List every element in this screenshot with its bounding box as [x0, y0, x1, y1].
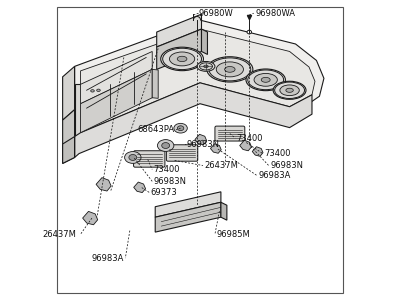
Polygon shape	[63, 66, 74, 120]
Ellipse shape	[170, 52, 195, 66]
Text: 96983A: 96983A	[258, 171, 291, 180]
Polygon shape	[202, 29, 208, 54]
Polygon shape	[80, 69, 152, 133]
Polygon shape	[83, 212, 98, 225]
Text: 73400: 73400	[154, 165, 180, 174]
Polygon shape	[240, 140, 252, 151]
Text: 96983N: 96983N	[186, 140, 220, 149]
Ellipse shape	[125, 152, 141, 164]
Ellipse shape	[177, 56, 187, 61]
Ellipse shape	[248, 70, 284, 90]
Ellipse shape	[174, 123, 187, 133]
Polygon shape	[134, 182, 146, 193]
Polygon shape	[96, 178, 111, 191]
Ellipse shape	[97, 89, 100, 92]
Polygon shape	[155, 192, 221, 217]
Ellipse shape	[197, 61, 215, 71]
Ellipse shape	[200, 63, 212, 70]
Text: 26437M: 26437M	[42, 230, 76, 239]
Text: 26437M: 26437M	[204, 161, 238, 170]
Text: 96983A: 96983A	[92, 254, 124, 262]
FancyBboxPatch shape	[134, 151, 165, 167]
Ellipse shape	[163, 48, 202, 70]
Polygon shape	[195, 134, 207, 145]
Polygon shape	[74, 84, 80, 136]
Ellipse shape	[158, 140, 174, 152]
Ellipse shape	[275, 82, 304, 98]
Polygon shape	[74, 83, 312, 158]
Polygon shape	[252, 147, 263, 156]
Text: 96983N: 96983N	[154, 177, 187, 186]
Polygon shape	[80, 52, 152, 104]
Polygon shape	[80, 29, 315, 133]
Polygon shape	[152, 69, 158, 98]
Text: 96985M: 96985M	[216, 230, 250, 239]
Ellipse shape	[247, 30, 252, 34]
FancyBboxPatch shape	[215, 126, 245, 141]
Ellipse shape	[161, 47, 204, 71]
Ellipse shape	[129, 154, 137, 160]
Text: 96983N: 96983N	[270, 161, 303, 170]
Polygon shape	[157, 14, 202, 47]
Ellipse shape	[204, 65, 208, 68]
Polygon shape	[157, 29, 202, 69]
Polygon shape	[221, 202, 227, 220]
Polygon shape	[155, 202, 221, 232]
Ellipse shape	[254, 74, 277, 86]
Text: 73400: 73400	[236, 134, 262, 143]
Ellipse shape	[225, 67, 235, 72]
Polygon shape	[74, 20, 324, 136]
FancyBboxPatch shape	[166, 145, 198, 161]
Ellipse shape	[286, 88, 293, 92]
Polygon shape	[210, 144, 221, 153]
Text: 96980W: 96980W	[199, 9, 234, 18]
Text: 68643PA: 68643PA	[138, 125, 175, 134]
Polygon shape	[63, 136, 74, 164]
Ellipse shape	[91, 90, 94, 92]
Ellipse shape	[162, 142, 170, 148]
Ellipse shape	[246, 69, 286, 91]
Ellipse shape	[209, 58, 251, 81]
Ellipse shape	[280, 85, 299, 96]
Ellipse shape	[207, 57, 253, 82]
Ellipse shape	[177, 126, 184, 130]
Ellipse shape	[273, 81, 306, 99]
Text: 96980WA: 96980WA	[255, 9, 295, 18]
Text: 69373: 69373	[151, 188, 178, 197]
Ellipse shape	[216, 62, 244, 77]
Polygon shape	[63, 110, 74, 164]
Text: 73400: 73400	[264, 149, 291, 158]
Ellipse shape	[261, 77, 270, 82]
